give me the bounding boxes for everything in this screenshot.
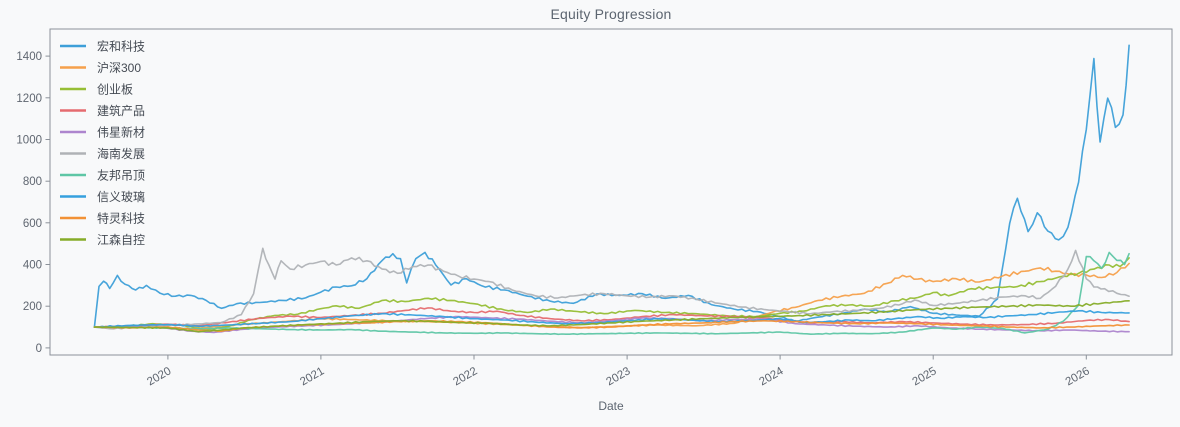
y-tick-label: 800 [23,176,42,188]
x-tick-label: 2023 [604,365,632,388]
legend-label: 特灵科技 [97,211,145,226]
legend-item: 友邦吊顶 [60,169,145,183]
x-tick-label: 2026 [1064,365,1092,388]
legend-item: 创业板 [60,83,133,97]
y-tick-label: 1200 [16,93,42,105]
x-tick-label: 2020 [145,365,173,388]
legend-item: 沪深300 [60,61,141,75]
legend-item: 特灵科技 [60,211,145,226]
y-tick-label: 400 [23,260,42,272]
series-line-创业板 [93,257,1130,331]
series-line-友邦吊顶 [93,251,1130,336]
legend-label: 创业板 [97,83,133,97]
legend-item: 信义玻璃 [60,190,145,204]
y-tick-label: 600 [23,218,42,230]
y-tick-label: 1400 [16,51,42,63]
legend-label: 江森自控 [97,232,145,247]
x-tick-label: 2024 [757,365,786,388]
y-tick-label: 200 [23,301,42,313]
x-axis-label: Date [598,399,624,413]
legend-item: 建筑产品 [60,103,145,118]
legend-label: 友邦吊顶 [97,169,145,183]
x-tick-label: 2021 [298,365,326,388]
chart-title: Equity Progression [550,6,672,22]
legend-item: 海南发展 [60,146,145,161]
series-line-海南发展 [93,247,1130,330]
legend-item: 伟星新材 [60,125,145,140]
legend-label: 建筑产品 [97,103,145,118]
legend-label: 沪深300 [97,61,141,75]
series-line-建筑产品 [93,307,1130,328]
plot-spines [49,28,1173,356]
legend-label: 宏和科技 [97,39,145,54]
y-tick-label: 1000 [16,135,42,147]
legend-item: 宏和科技 [60,39,145,54]
legend-label: 伟星新材 [97,125,145,140]
legend-label: 海南发展 [97,146,145,161]
legend-label: 信义玻璃 [97,190,145,204]
series-line-宏和科技 [93,44,1130,328]
legend-item: 江森自控 [60,232,145,247]
x-tick-label: 2022 [451,365,479,388]
y-tick-label: 0 [36,343,42,355]
x-tick-label: 2025 [911,365,939,388]
series-line-江森自控 [93,300,1130,333]
